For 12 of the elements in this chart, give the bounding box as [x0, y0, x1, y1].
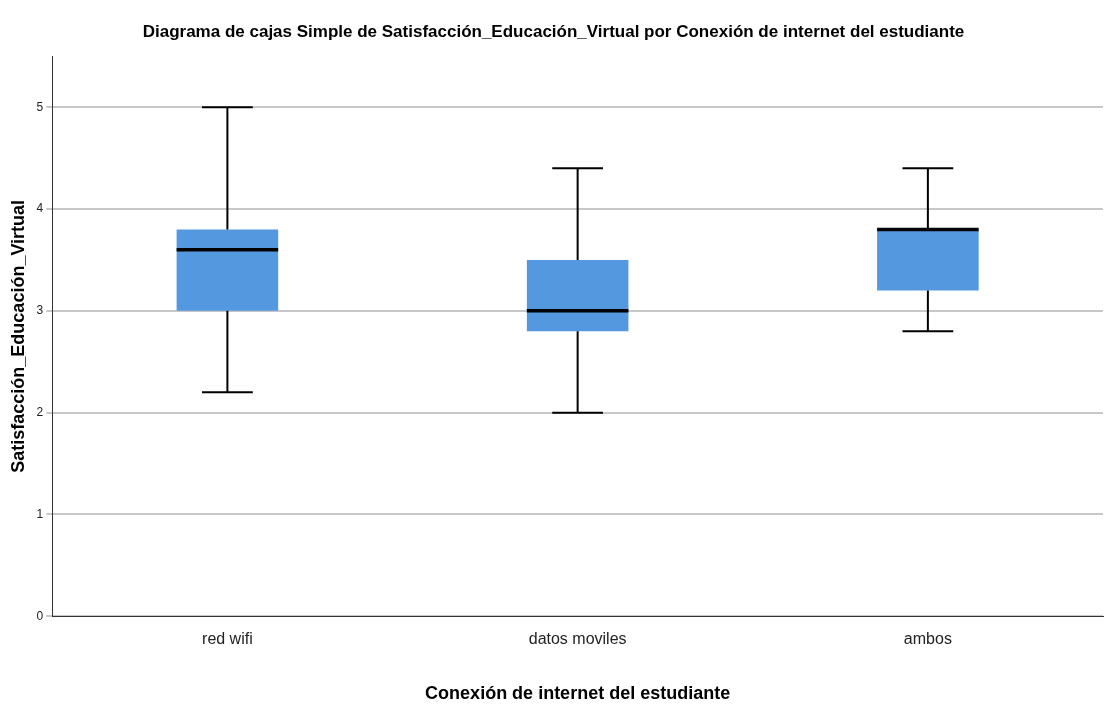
y-tick-label: 0 — [36, 608, 44, 623]
y-axis-title: Satisfacción_Educación_Virtual — [7, 199, 28, 473]
x-axis-title: Conexión de internet del estudiante — [425, 683, 731, 704]
x-tick-label: red wifi — [202, 630, 253, 648]
y-tick-label: 4 — [36, 201, 44, 216]
chart-title: Diagrama de cajas Simple de Satisfacción_Educación_Virtual por Conexión de internet del estudiante — [142, 21, 965, 41]
x-tick-label: datos moviles — [528, 630, 627, 648]
x-tick-label: ambos — [903, 630, 952, 648]
y-tick-label: 2 — [36, 404, 44, 419]
y-tick-label: 3 — [36, 303, 44, 318]
y-tick-label: 5 — [36, 99, 44, 114]
y-tick-label: 1 — [36, 506, 44, 521]
